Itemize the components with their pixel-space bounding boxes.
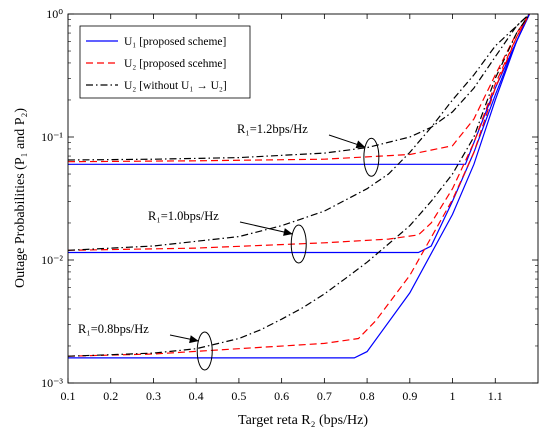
x-tick-label: 0.4 [189, 389, 204, 403]
annotation-arrow-line [239, 221, 293, 235]
legend-label-u2-without: U₂ [without U₁ → U₂] [124, 80, 227, 92]
annotation-label: R₁=1.2bps/Hz [237, 122, 308, 136]
y-tick-label: 10⁻² [41, 253, 63, 267]
annotation-ellipse [290, 224, 307, 264]
plot-frame [67, 13, 539, 384]
x-tick-label: 0.1 [61, 389, 76, 403]
legend-box [79, 25, 251, 99]
x-tick-label: 0.3 [146, 389, 161, 403]
y-axis-title: Outage Probabilities (P₁ and P₂) [13, 108, 28, 288]
annotations-layer: R₁=1.2bps/Hz R₁=1.0bps/Hz R₁=0.8bps/Hz [78, 122, 380, 371]
series-line-u2-without-relay-r1-0-8 [67, 13, 530, 357]
series-line-u2-proposed-r1-0-8 [67, 13, 531, 357]
x-tick-label: 0.6 [274, 389, 289, 403]
legend: U₁ [proposed scheme] U₂ [proposed scehme… [79, 25, 251, 99]
y-tick-label: 10⁻³ [41, 376, 63, 390]
annotation-arrow-head [355, 140, 366, 149]
series-layer [67, 13, 531, 359]
ticks-layer: 0.1 0.2 0.3 0.4 0.5 0.6 0.7 0.8 0.9 1 1.1 10⁻³ 10⁻² 1… [41, 7, 538, 403]
x-tick-label: 0.8 [360, 389, 375, 403]
y-tick-label: 10⁻¹ [41, 130, 63, 144]
legend-label-u1-proposed: U₁ [proposed scheme] [124, 36, 226, 48]
series-line-u1-proposed-r1-0-8 [68, 13, 531, 359]
series-line-u2-without-relay-r1-1-2 [67, 13, 530, 161]
x-tick-label: 1 [450, 389, 456, 403]
series-line-u2-proposed-r1-1-0 [67, 13, 531, 251]
x-tick-label: 0.5 [231, 389, 246, 403]
annotation-arrow-head [283, 228, 293, 236]
x-tick-label: 0.7 [317, 389, 332, 403]
annotation-ellipse [363, 137, 380, 177]
annotation-arrow-head [189, 335, 199, 344]
x-tick-label: 0.9 [402, 389, 417, 403]
annotation-ellipse [196, 331, 213, 371]
legend-label-u2-proposed: U₂ [proposed scehme] [124, 58, 226, 70]
x-tick-label: 1.1 [488, 389, 503, 403]
x-tick-label: 0.2 [103, 389, 118, 403]
series-line-u2-without-relay-r1-1-0 [67, 13, 530, 251]
x-axis-title: Target reta R₂ (bps/Hz) [238, 413, 368, 428]
annotation-label: R₁=0.8bps/Hz [78, 322, 149, 336]
y-tick-label: 10⁰ [46, 7, 63, 21]
annotation-label: R₁=1.0bps/Hz [148, 209, 219, 223]
